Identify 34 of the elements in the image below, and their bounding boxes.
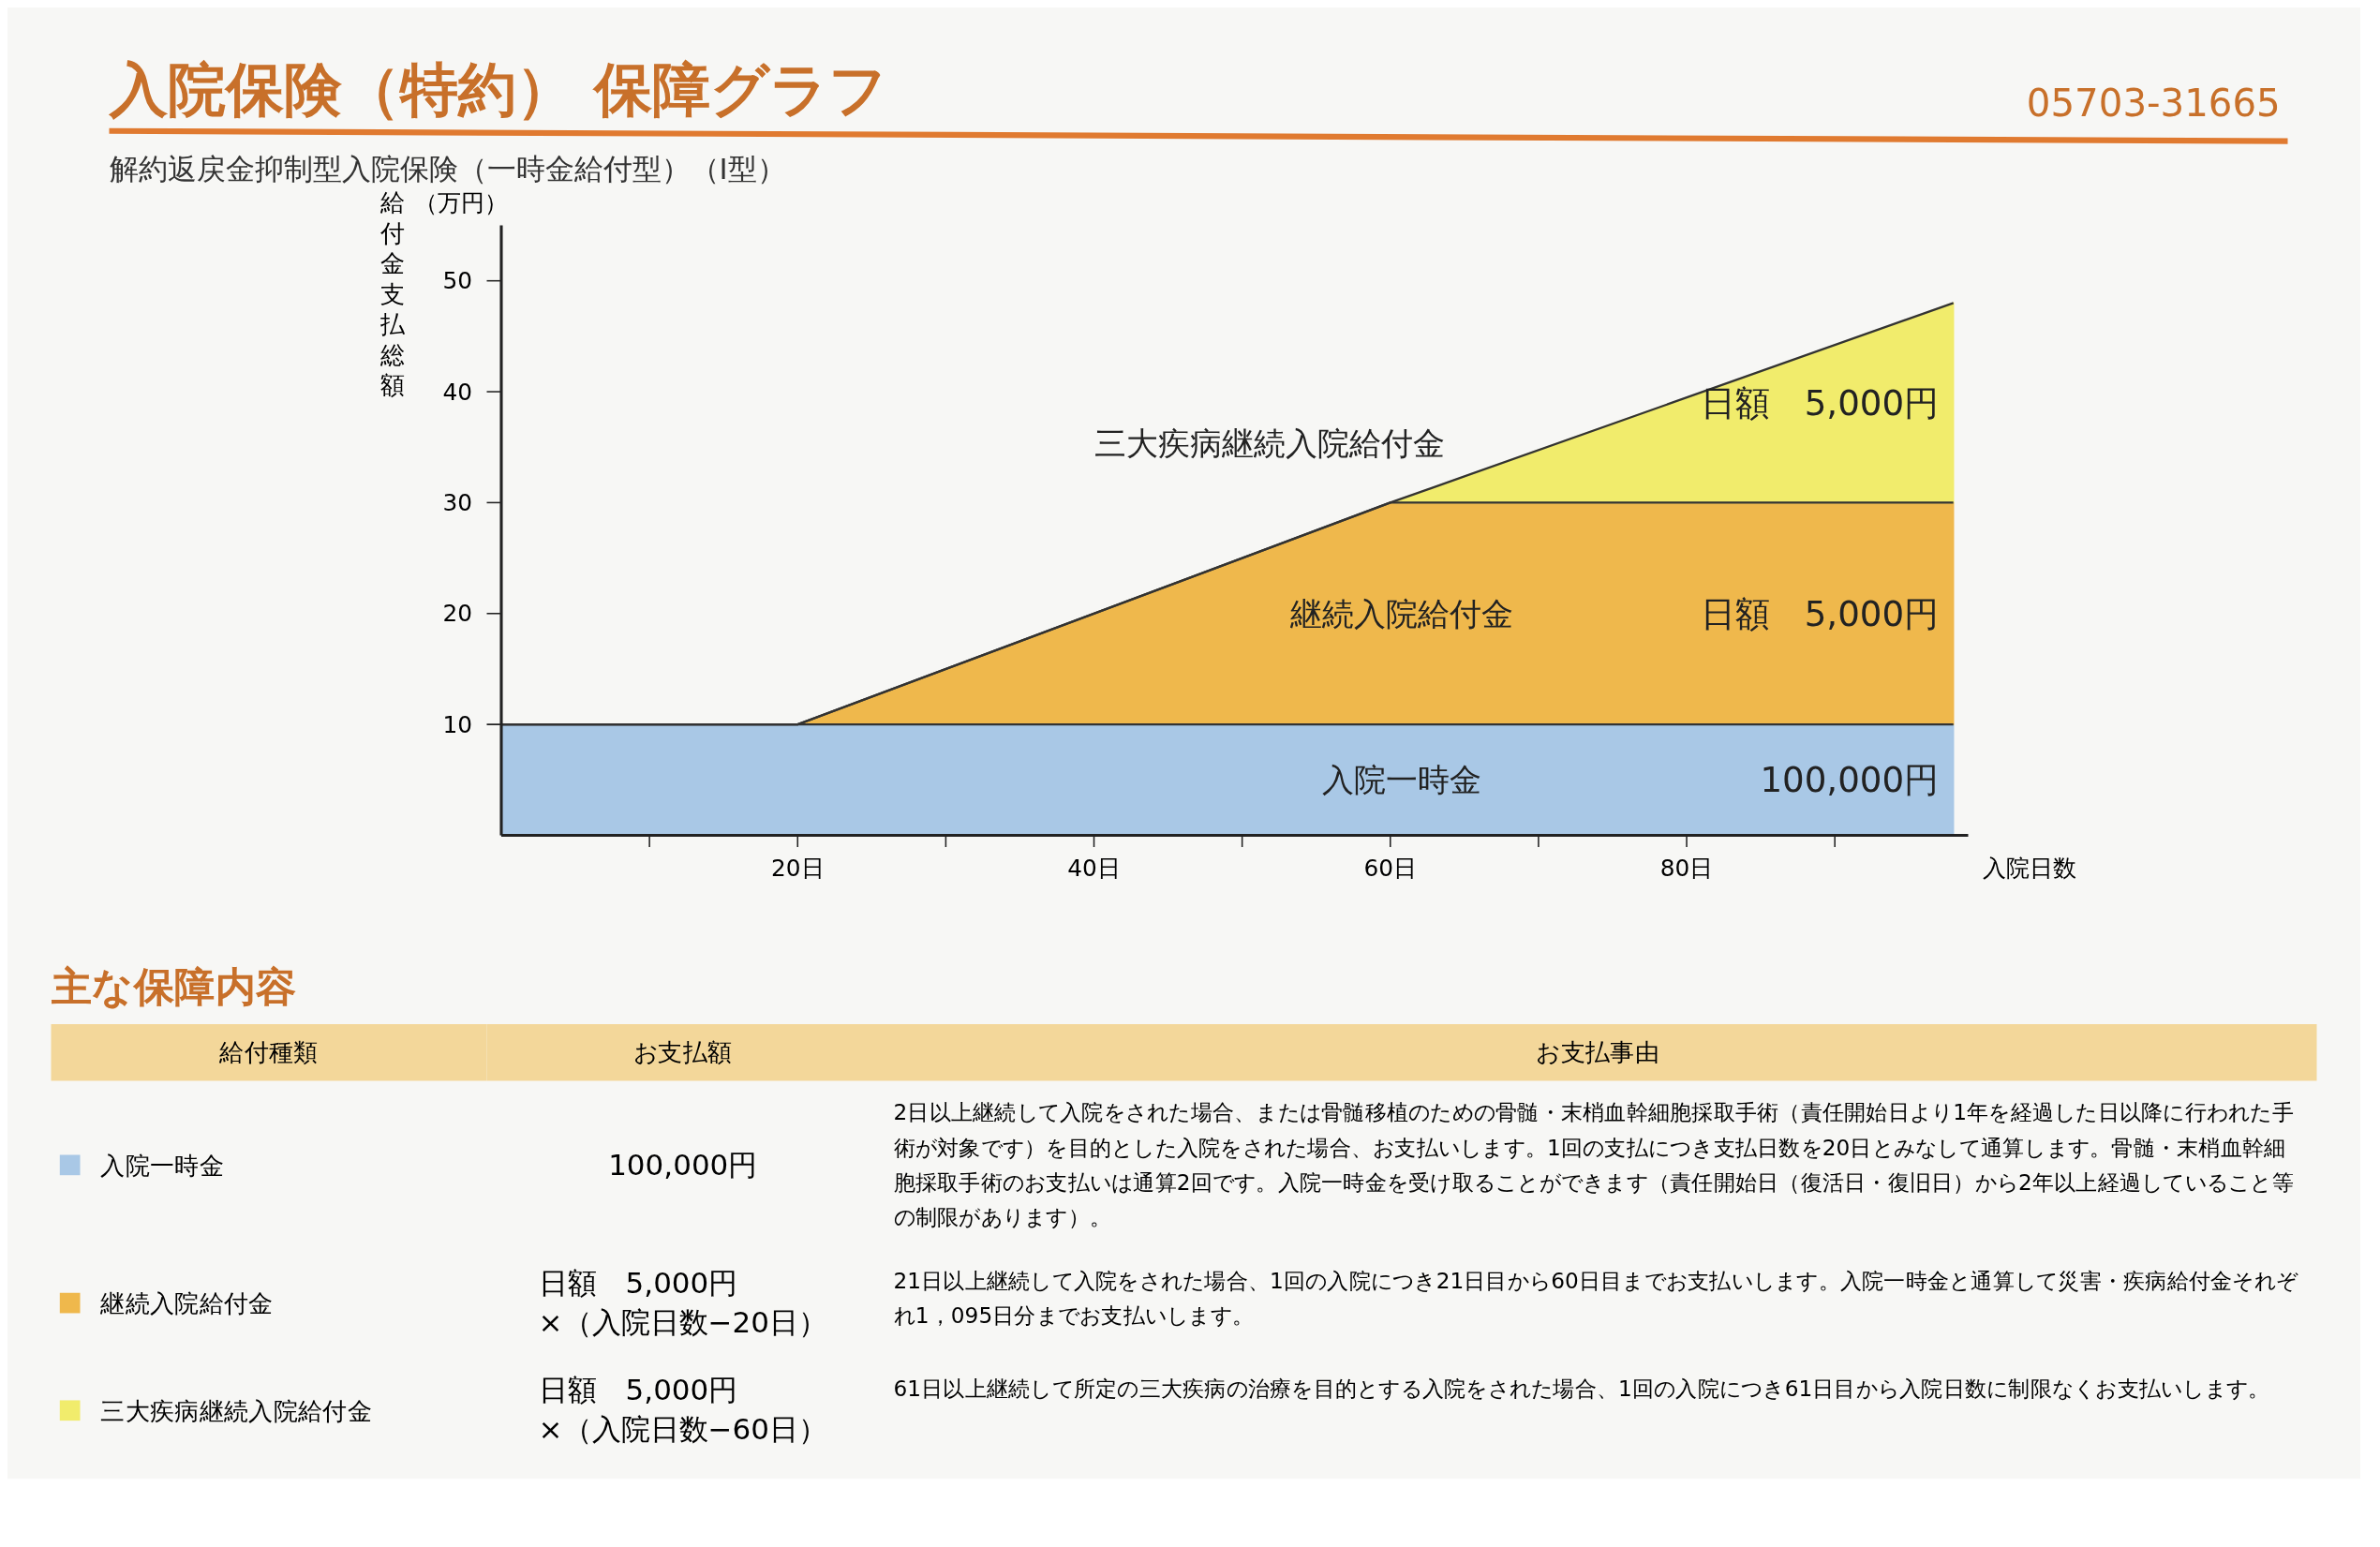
text: お支払事由 <box>879 1024 2317 1081</box>
series-label: 継続入院給付金 <box>1288 594 1513 632</box>
y-tick-label: 50 <box>442 267 472 295</box>
text: 日額 5,000円 ×（入院日数−20日） <box>537 1264 828 1342</box>
annotation: 100,000円 <box>1760 759 1940 801</box>
y-axis-title: 給付金支払総額 <box>379 188 406 400</box>
text: 61日以上継続して所定の三大疾病の治療を目的とする入院をされた場合、1回の入院につき61日目から入院日数に制限なくお支払いします。 <box>892 1375 2271 1404</box>
y-tick-label: 20 <box>442 600 472 628</box>
chart-subtitle: 解約返戻金抑制型入院保険（一時金給付型）（Ⅰ型） <box>109 151 786 186</box>
x-tick-label: 40日 <box>1067 854 1121 882</box>
text: （万円） <box>414 189 508 216</box>
text: お支払額 <box>486 1024 879 1081</box>
text: 三大疾病継続入院給付金 <box>100 1394 373 1426</box>
chart-title: 入院保険（特約） 保障グラフ <box>107 54 888 124</box>
y-tick-label: 10 <box>442 710 472 738</box>
text: 継続入院給付金 <box>100 1287 274 1319</box>
text: 100,000円 <box>607 1145 759 1184</box>
x-tick-label: 80日 <box>1659 854 1714 882</box>
text: 主な保障内容 <box>51 961 298 1014</box>
x-axis-title: 入院日数 <box>1983 854 2076 882</box>
annotation: 日額 5,000円 <box>1700 592 1940 634</box>
text: 給付種類 <box>51 1024 487 1081</box>
x-tick-label: 60日 <box>1363 854 1418 882</box>
annotation: 日額 5,000円 <box>1700 381 1940 424</box>
text: 日額 5,000円 ×（入院日数−60日） <box>537 1372 828 1450</box>
x-tick-label: 20日 <box>770 854 825 882</box>
text: 入院一時金 <box>100 1149 224 1182</box>
text: 21日以上継続して入院をされた場合、1回の入院につき21日目から60日目までお支払いします。入院一時金と通算して災害・疾病給付金それぞれ1，095日分までお支払いします。 <box>892 1267 2299 1331</box>
series-label: 三大疾病継続入院給付金 <box>1094 424 1446 462</box>
text: 2日以上継続して入院をされた場合、または骨髄移植のための骨髄・末梢血幹細胞採取手術（責任開始日より1年を経過した日以降に行われた手術が対象です）を目的とした入院をされた場合、お支払いします。1回の支払につき支払日数を20日とみなして通算します。骨髄・末梢血幹細胞採取手術のお支払いは通算2回です。入院一時金を受け取ることができます（責任開始日（復活日・復旧日）から2年以上経過していること等の制限があります）。 <box>892 1098 2295 1233</box>
y-tick-label: 30 <box>442 489 472 517</box>
series-label: 入院一時金 <box>1321 761 1481 799</box>
y-tick-label: 40 <box>442 378 472 406</box>
text: 05703-31665 <box>2026 82 2281 126</box>
